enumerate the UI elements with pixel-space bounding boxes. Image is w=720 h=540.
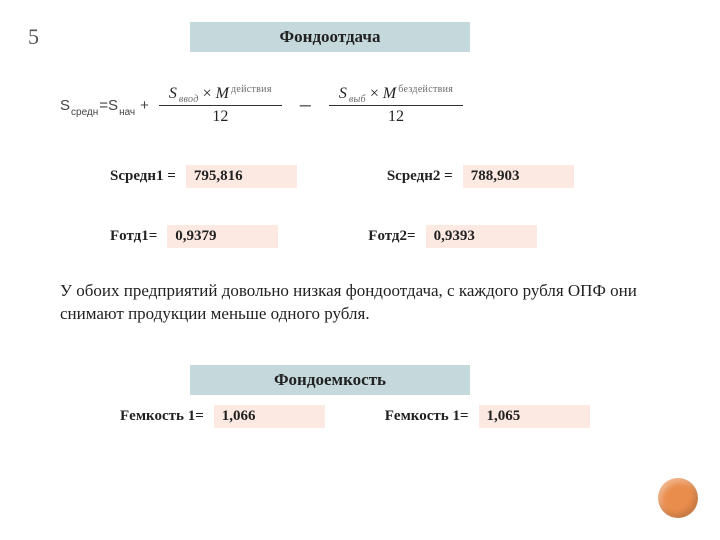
- page-number: 5: [28, 24, 39, 50]
- f1-S: S: [169, 85, 177, 102]
- minus-op: –: [292, 94, 319, 117]
- ssredn2-cell: Sсредн2 = 788,903: [387, 165, 574, 188]
- femkost1-cell: Fемкость 1= 1,066: [120, 405, 325, 428]
- sym-plus-left: +: [136, 97, 149, 114]
- femkost2-label: Fемкость 1=: [385, 408, 479, 425]
- sub-sredn: средн: [70, 107, 99, 118]
- fraction-2-den: 12: [388, 106, 404, 126]
- fotd1-cell: Fотд1= 0,9379: [110, 225, 278, 248]
- fraction-1-den: 12: [212, 106, 228, 126]
- f2-times: ×: [370, 85, 379, 102]
- fraction-1: Sввод × Mдействия 12: [159, 85, 282, 126]
- f2-S: S: [339, 85, 347, 102]
- heading-fondootdacha: Фондоотдача: [190, 22, 470, 52]
- fotd2-cell: Fотд2= 0,9393: [368, 225, 536, 248]
- ssredn1-value: 795,816: [186, 165, 297, 188]
- femkost2-value: 1,065: [479, 405, 590, 428]
- fotd2-value: 0,9393: [426, 225, 537, 248]
- fotd1-label: Fотд1=: [110, 228, 167, 245]
- decorative-circle-icon: [658, 478, 698, 518]
- ssredn1-label: Sсредн1 =: [110, 168, 186, 185]
- value-row-femkost: Fемкость 1= 1,066 Fемкость 1= 1,065: [120, 405, 660, 428]
- ssredn2-value: 788,903: [463, 165, 574, 188]
- value-row-ssredn: Sсредн1 = 795,816 Sсредн2 = 788,903: [110, 165, 660, 188]
- ssredn2-label: Sсредн2 =: [387, 168, 463, 185]
- formula-lhs: S средн = S нач +: [60, 97, 149, 114]
- fotd2-label: Fотд2=: [368, 228, 425, 245]
- sym-S1: S: [60, 97, 70, 114]
- femkost1-label: Fемкость 1=: [120, 408, 214, 425]
- f2-S-sub: выб: [347, 94, 366, 105]
- f1-M-sup: действия: [229, 84, 272, 95]
- femkost1-value: 1,066: [214, 405, 325, 428]
- ssredn1-cell: Sсредн1 = 795,816: [110, 165, 297, 188]
- f1-times: ×: [203, 85, 212, 102]
- sub-nach: нач: [118, 107, 136, 118]
- f1-S-sub: ввод: [177, 94, 199, 105]
- formula-row: S средн = S нач + Sввод × Mдействия 12 –…: [60, 75, 680, 135]
- fraction-2: Sвыб × Mбездействия 12: [329, 85, 463, 126]
- f2-M: M: [383, 85, 396, 102]
- heading-fondoemkost: Фондоемкость: [190, 365, 470, 395]
- sym-S2: S: [108, 97, 118, 114]
- fraction-1-num: Sввод × Mдействия: [159, 85, 282, 106]
- value-row-fotd: Fотд1= 0,9379 Fотд2= 0,9393: [110, 225, 660, 248]
- femkost2-cell: Fемкость 1= 1,065: [385, 405, 590, 428]
- fotd1-value: 0,9379: [167, 225, 278, 248]
- sym-eq: =: [99, 97, 108, 114]
- fraction-2-num: Sвыб × Mбездействия: [329, 85, 463, 106]
- f2-M-sup: бездействия: [396, 84, 453, 95]
- f1-M: M: [216, 85, 229, 102]
- body-paragraph: У обоих предприятий довольно низкая фонд…: [60, 280, 650, 326]
